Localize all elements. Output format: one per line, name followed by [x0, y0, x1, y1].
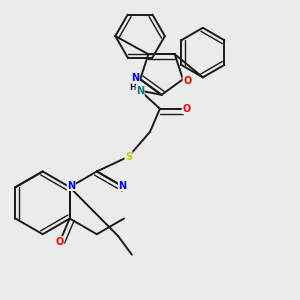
Text: N: N	[67, 181, 75, 190]
Text: H: H	[129, 83, 136, 92]
Text: O: O	[182, 104, 190, 114]
Text: O: O	[183, 76, 191, 86]
Text: O: O	[56, 237, 64, 247]
Text: N: N	[118, 181, 126, 190]
Text: N: N	[131, 73, 139, 83]
Text: S: S	[125, 152, 132, 162]
Text: N: N	[136, 85, 144, 96]
